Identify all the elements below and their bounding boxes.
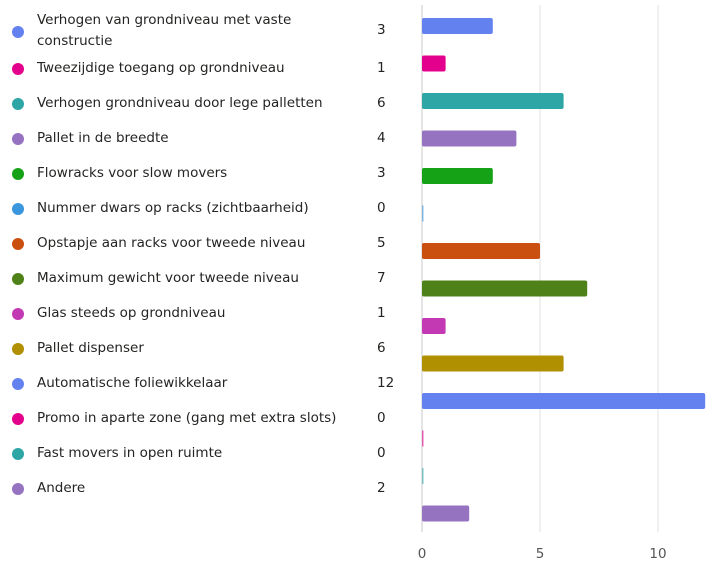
- legend-dot-icon: [12, 273, 24, 285]
- legend-label: Glas steeds op grondniveau: [37, 305, 226, 321]
- bar[interactable]: [422, 93, 564, 109]
- legend-label: Promo in aparte zone (gang met extra slo…: [37, 410, 337, 426]
- x-tick-label: 5: [536, 546, 545, 562]
- legend-count: 0: [377, 445, 386, 461]
- legend-dot-icon: [12, 308, 24, 320]
- legend-dot-icon: [12, 168, 24, 180]
- legend-count: 2: [377, 480, 386, 496]
- legend-count: 1: [377, 305, 386, 321]
- legend-count: 12: [377, 375, 395, 391]
- legend-label: Verhogen van grondniveau met vaste const…: [37, 12, 292, 49]
- legend-count: 6: [377, 340, 386, 356]
- legend-label: Flowracks voor slow movers: [37, 165, 228, 181]
- bar[interactable]: [422, 393, 706, 409]
- bar[interactable]: [422, 205, 424, 222]
- bar[interactable]: [422, 280, 588, 297]
- legend-dot-icon: [12, 203, 24, 215]
- bar[interactable]: [422, 55, 446, 72]
- legend-label: Pallet in de breedte: [37, 130, 169, 146]
- legend-dot-icon: [12, 413, 24, 425]
- legend-label: Pallet dispenser: [37, 340, 144, 356]
- legend-label: Tweezijdige toegang op grondniveau: [37, 60, 285, 76]
- legend-count: 5: [377, 235, 386, 251]
- legend-dot-icon: [12, 343, 24, 355]
- legend-dot-icon: [12, 98, 24, 110]
- legend-label: Opstapje aan racks voor tweede niveau: [37, 235, 306, 251]
- legend-dot-icon: [12, 26, 24, 38]
- bar[interactable]: [422, 505, 470, 522]
- legend-dot-icon: [12, 483, 24, 495]
- legend-dot-icon: [12, 448, 24, 460]
- legend-count: 3: [377, 22, 386, 38]
- legend-label: Fast movers in open ruimte: [37, 445, 223, 461]
- legend-count: 0: [377, 410, 386, 426]
- bar[interactable]: [422, 168, 493, 184]
- legend-count: 1: [377, 60, 386, 76]
- legend-label: Andere: [37, 480, 86, 496]
- legend-label: Verhogen grondniveau door lege palletten: [37, 95, 323, 111]
- bar[interactable]: [422, 243, 540, 259]
- legend-count: 4: [377, 130, 386, 146]
- bar[interactable]: [422, 355, 564, 372]
- legend-label: Automatische foliewikkelaar: [37, 375, 228, 391]
- legend-label: Nummer dwars op racks (zichtbaarheid): [37, 200, 309, 216]
- x-tick-label: 10: [649, 546, 666, 562]
- legend-count: 0: [377, 200, 386, 216]
- bar[interactable]: [422, 468, 424, 484]
- legend-dot-icon: [12, 238, 24, 250]
- bar[interactable]: [422, 430, 424, 447]
- legend-dot-icon: [12, 63, 24, 75]
- bar[interactable]: [422, 18, 493, 34]
- bar[interactable]: [422, 130, 517, 147]
- legend-dot-icon: [12, 378, 24, 390]
- bar[interactable]: [422, 318, 446, 334]
- legend-dot-icon: [12, 133, 24, 145]
- legend-count: 7: [377, 270, 386, 286]
- x-tick-label: 0: [418, 546, 427, 562]
- legend-label: Maximum gewicht voor tweede niveau: [37, 270, 299, 286]
- legend-count: 3: [377, 165, 386, 181]
- legend-count: 6: [377, 95, 386, 111]
